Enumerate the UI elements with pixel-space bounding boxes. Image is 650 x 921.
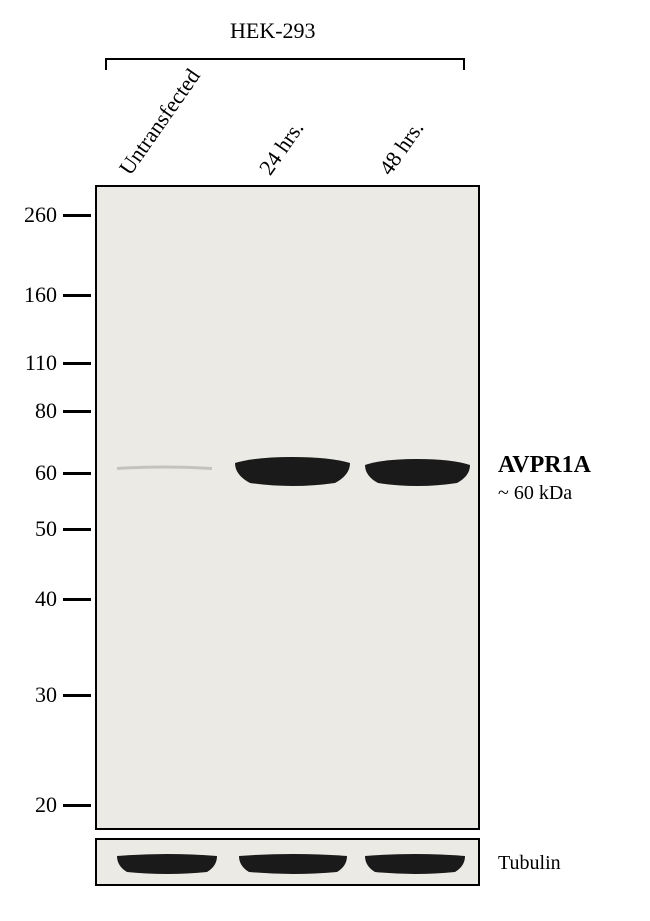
- ladder-mark-50: 50: [12, 516, 91, 542]
- lane-labels-group: Untransfected 24 hrs. 48 hrs.: [100, 70, 470, 180]
- ladder-value: 160: [12, 282, 57, 308]
- target-protein-name: AVPR1A: [498, 452, 591, 479]
- target-protein-size: ~ 60 kDa: [498, 482, 572, 505]
- ladder-value: 260: [12, 202, 57, 228]
- ladder-mark-260: 260: [12, 202, 91, 228]
- tubulin-label: Tubulin: [498, 852, 561, 875]
- ladder-value: 50: [12, 516, 57, 542]
- ladder-value: 30: [12, 682, 57, 708]
- ladder-tick: [63, 410, 91, 413]
- bracket-horizontal: [105, 58, 465, 60]
- cell-line-label: HEK-293: [230, 18, 316, 44]
- ladder-tick: [63, 694, 91, 697]
- ladder-value: 110: [12, 350, 57, 376]
- band-lane0-avpr1a: [117, 463, 212, 473]
- lane-bracket: [105, 50, 465, 70]
- ladder-tick: [63, 214, 91, 217]
- ladder-tick: [63, 472, 91, 475]
- lane-label-untransfected: Untransfected: [114, 64, 206, 180]
- ladder-tick: [63, 528, 91, 531]
- ladder-tick: [63, 294, 91, 297]
- lane-label-48hrs: 48 hrs.: [374, 116, 430, 180]
- ladder-value: 80: [12, 398, 57, 424]
- band-lane2-avpr1a: [365, 459, 470, 489]
- ladder-value: 20: [12, 792, 57, 818]
- ladder-mark-110: 110: [12, 350, 91, 376]
- ladder-mark-60: 60: [12, 460, 91, 486]
- band-lane1-avpr1a: [235, 457, 350, 489]
- main-blot: [95, 185, 480, 830]
- band-lane0-tubulin: [117, 852, 217, 876]
- ladder-value: 60: [12, 460, 57, 486]
- tubulin-blot: [95, 838, 480, 886]
- ladder-mark-30: 30: [12, 682, 91, 708]
- ladder-value: 40: [12, 586, 57, 612]
- ladder-tick: [63, 804, 91, 807]
- ladder-mark-40: 40: [12, 586, 91, 612]
- ladder-mark-80: 80: [12, 398, 91, 424]
- ladder-mark-160: 160: [12, 282, 91, 308]
- figure-container: HEK-293 Untransfected 24 hrs. 48 hrs.: [0, 0, 650, 921]
- bracket-right-tick: [463, 58, 465, 70]
- band-lane1-tubulin: [239, 852, 347, 876]
- ladder-tick: [63, 598, 91, 601]
- lane-label-24hrs: 24 hrs.: [254, 116, 310, 180]
- band-lane2-tubulin: [365, 852, 465, 876]
- ladder-tick: [63, 362, 91, 365]
- ladder-mark-20: 20: [12, 792, 91, 818]
